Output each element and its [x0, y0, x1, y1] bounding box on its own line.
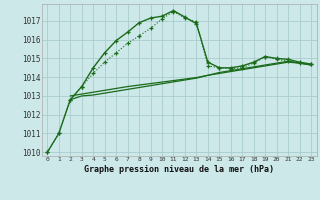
X-axis label: Graphe pression niveau de la mer (hPa): Graphe pression niveau de la mer (hPa)	[84, 165, 274, 174]
